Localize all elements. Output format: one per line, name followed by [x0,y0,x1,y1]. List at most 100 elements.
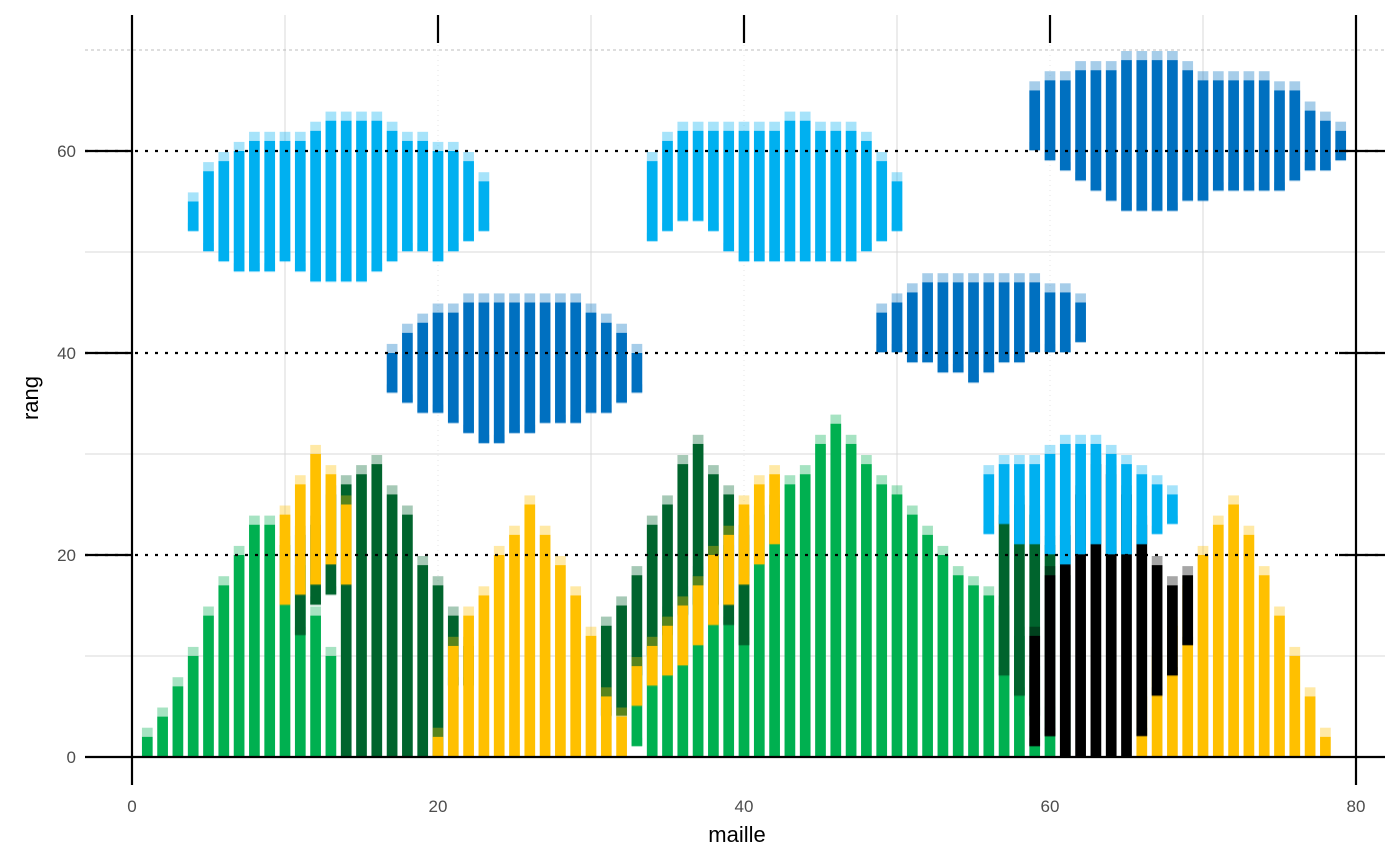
cell-column [1090,70,1102,191]
cell-cap [1136,465,1148,475]
cell-cap [432,576,444,586]
cell-column [417,322,429,413]
cell-cap [845,121,857,131]
cell-column [249,140,260,272]
cell-cap [1014,273,1025,283]
cell-column [294,484,306,595]
cell-column [616,332,627,403]
cell-cap [509,525,520,535]
cell-cap [539,293,551,303]
cell-column [356,474,367,756]
cell-cap [1105,444,1117,454]
cell-column [1228,80,1239,191]
cell-cap [784,475,796,485]
cell-cap [1090,434,1102,444]
cell-column [1121,494,1132,756]
cell-column [325,474,337,565]
cell-cap [937,273,949,283]
cell-column [692,443,704,605]
y-tick-label: 20 [57,546,76,565]
cell-cap [371,455,383,465]
cell-column [1075,70,1086,181]
cell-cap [830,414,842,424]
cell-column [891,494,903,756]
cell-column [769,130,780,262]
cell-cap [708,121,719,131]
cell-cap [876,152,888,162]
cell-column [830,423,842,756]
y-tick-label: 60 [57,142,76,161]
cell-column [340,504,352,585]
x-tick-label: 80 [1347,797,1366,816]
series-light_green [141,414,1056,756]
cell-cap [402,505,413,515]
cell-column [891,181,903,231]
cell-cap [524,495,536,505]
cell-column [1212,524,1224,756]
cell-cap [1228,495,1239,505]
cell-cap [1167,485,1178,495]
cell-cap [356,465,367,475]
cell-column [555,302,566,423]
cell-column [539,302,551,423]
cell-column [386,353,398,393]
cell-column [1014,464,1025,544]
cell-cap [1014,455,1025,465]
cell-cap [1044,283,1056,293]
cell-cap [1167,576,1178,586]
cell-cap [983,273,995,283]
cell-cap [662,131,673,141]
cell-column [769,474,780,544]
cell-column [509,302,520,433]
cell-column [447,645,459,756]
cell-cap [478,586,490,596]
y-tick-label: 0 [67,748,76,767]
cell-cap [861,131,872,141]
cell-cap [1335,121,1347,131]
cell-column [203,615,214,756]
cell-column [952,282,964,373]
cell-column [218,161,230,262]
cell-column [983,282,995,373]
cell-cap [325,646,337,656]
cell-column [1075,494,1086,756]
cell-column [1243,534,1255,756]
cell-cap [1029,81,1041,91]
cell-column [1029,464,1041,544]
cell-column [310,615,321,756]
cell-column [187,656,199,756]
cell-cap [1274,81,1285,91]
cell-cap [1274,606,1285,616]
cell-column [1029,90,1041,150]
cell-column [463,615,474,756]
y-tick-labels: 0 20 40 60 [57,142,76,767]
cell-cap [447,303,459,313]
cell-column [861,464,872,756]
cell-column [386,130,398,262]
cell-cap [600,687,612,697]
cell-cap [861,455,872,465]
cell-cap [585,626,597,636]
cell-column [279,514,291,605]
cell-cap [662,495,673,505]
cell-cap [187,646,199,656]
cell-cap [937,545,949,555]
cell-cap [402,131,413,141]
cell-column [646,161,658,241]
cell-column [1059,443,1071,565]
cell-cap [922,273,933,283]
cell-column [1151,565,1163,696]
cell-column [922,282,933,363]
cell-column [1182,575,1194,645]
cell-cap [1044,566,1056,576]
cell-column [294,140,306,272]
cell-column [662,625,673,676]
cell-cap [600,616,612,626]
cell-column [1105,474,1117,756]
cell-cap [692,576,704,586]
cell-column [279,544,291,756]
cell-column [325,120,337,282]
cell-column [906,292,918,363]
cell-column [402,514,413,756]
